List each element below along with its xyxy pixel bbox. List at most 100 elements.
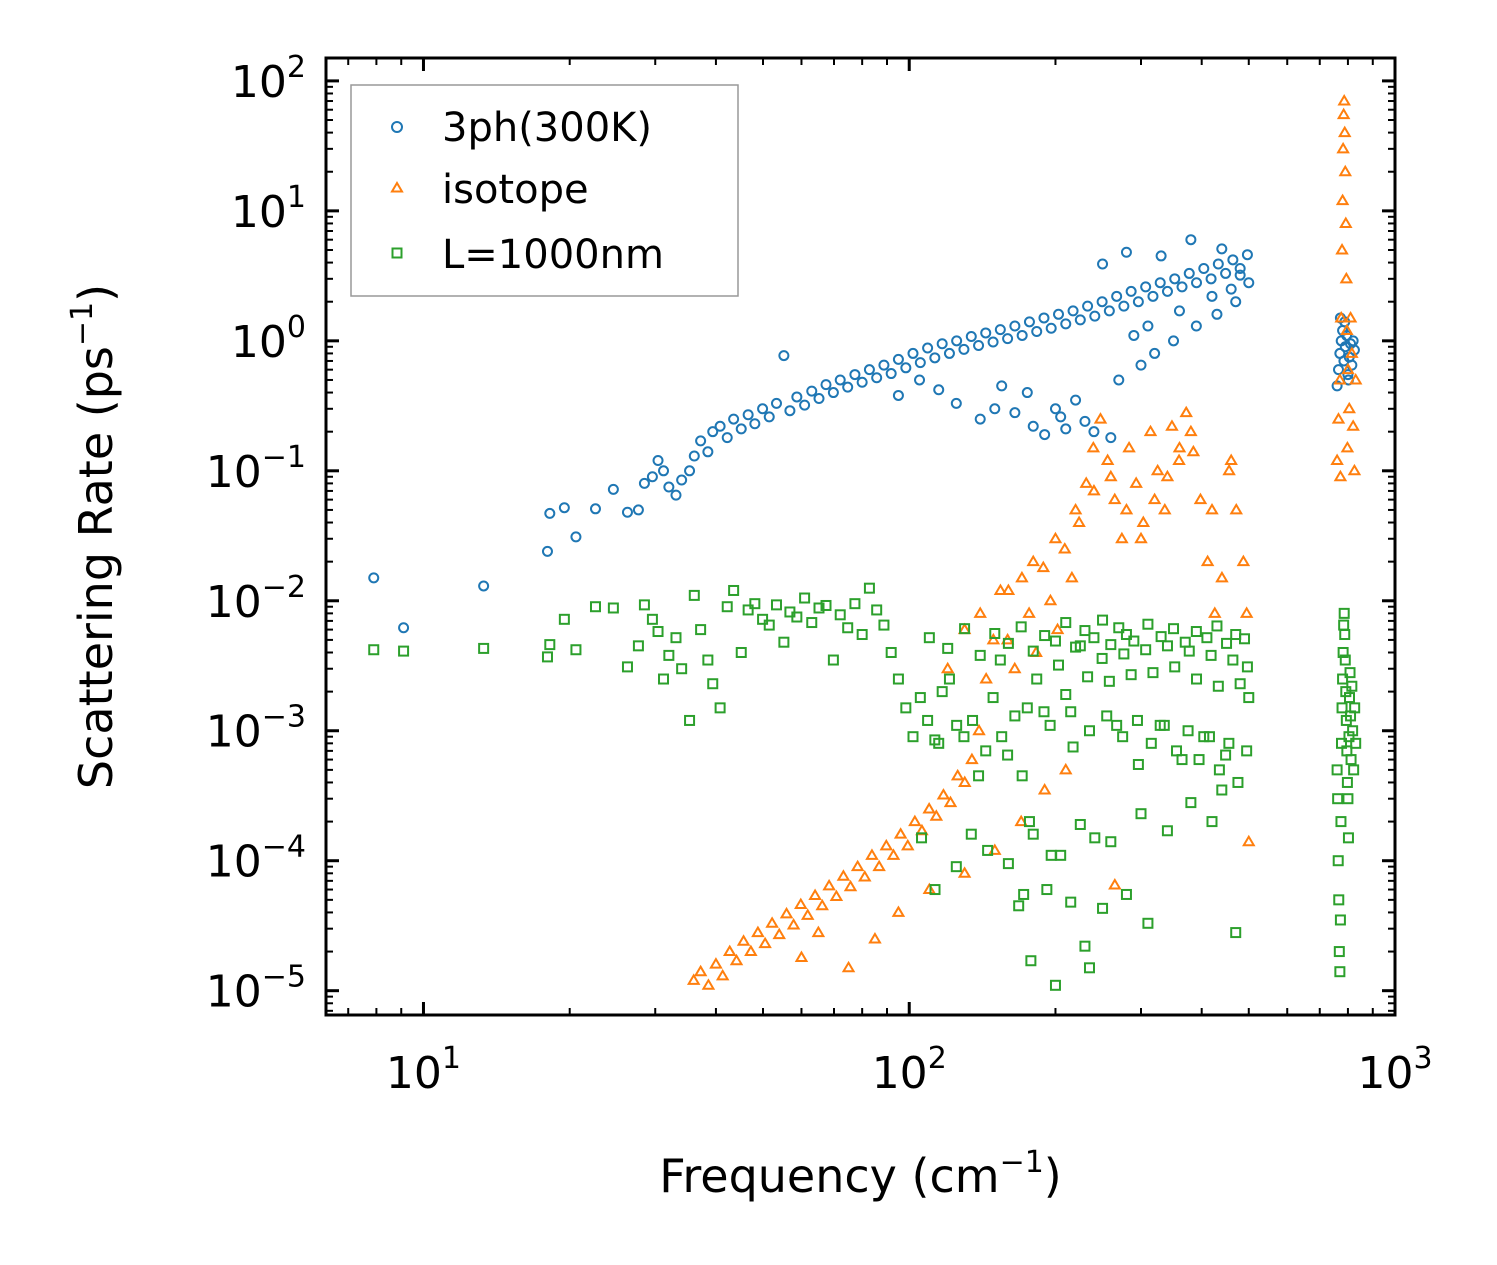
- point-square-2-79: [1118, 648, 1130, 660]
- point-square-2-162: [1002, 858, 1014, 870]
- point-square-2-29: [757, 613, 769, 625]
- point-square-2-94: [1227, 654, 1239, 666]
- point-circle-0-40: [834, 374, 846, 386]
- point-triangle-1-118: [1337, 125, 1352, 138]
- point-circle-0-18: [684, 465, 696, 477]
- point-circle-0-99: [1216, 243, 1228, 255]
- point-square-2-166: [1105, 836, 1117, 848]
- point-circle-0-43: [856, 376, 868, 388]
- point-square-2-188: [1339, 654, 1351, 666]
- point-square-2-182: [1336, 702, 1348, 714]
- point-square-2-107: [1049, 635, 1061, 647]
- point-triangle-1-124: [1342, 401, 1356, 414]
- point-circle-0-29: [757, 403, 769, 415]
- point-circle-0-124: [1190, 320, 1202, 332]
- point-circle-0-101: [1155, 250, 1167, 262]
- point-square-2-165: [1074, 818, 1086, 830]
- point-triangle-1-13: [779, 906, 794, 919]
- point-square-2-99: [942, 642, 954, 654]
- point-triangle-1-103: [957, 866, 972, 878]
- point-square-2-82: [1140, 644, 1152, 656]
- point-square-2-137: [1145, 737, 1157, 749]
- point-triangle-1-14: [786, 918, 801, 930]
- point-square-2-126: [1239, 633, 1251, 645]
- point-triangle-1-39: [965, 752, 979, 765]
- point-triangle-1-85: [1048, 531, 1063, 544]
- point-square-2-149: [1025, 955, 1037, 967]
- point-circle-0-10: [632, 504, 644, 516]
- point-triangle-1-43: [993, 583, 1008, 595]
- y-tick-label: 10−3: [206, 700, 306, 758]
- point-square-2-89: [1191, 673, 1203, 685]
- point-square-2-72: [1067, 741, 1079, 753]
- point-triangle-1-47: [1022, 606, 1036, 618]
- point-circle-0-104: [1009, 407, 1021, 419]
- point-circle-0-22: [707, 426, 719, 438]
- point-square-2-12: [646, 613, 658, 625]
- point-square-2-46: [878, 619, 890, 631]
- point-square-2-114: [1113, 622, 1125, 634]
- point-square-2-77: [1103, 675, 1115, 687]
- point-triangle-1-77: [1236, 554, 1251, 567]
- point-circle-0-42: [849, 369, 861, 381]
- point-circle-0-116: [950, 397, 962, 409]
- point-square-2-168: [1161, 825, 1173, 837]
- point-circle-0-126: [1230, 296, 1242, 308]
- point-square-2-35: [799, 592, 811, 604]
- point-square-2-95: [1234, 678, 1246, 690]
- point-triangle-1-17: [808, 888, 822, 900]
- point-square-2-59: [973, 770, 985, 782]
- point-square-2-145: [1232, 776, 1244, 788]
- point-circle-0-96: [1241, 249, 1253, 261]
- point-square-2-111: [1088, 632, 1100, 644]
- point-square-2-196: [1344, 692, 1356, 704]
- point-square-2-104: [1015, 621, 1027, 633]
- point-square-2-120: [1179, 636, 1191, 648]
- point-circle-0-17: [676, 474, 688, 486]
- point-triangle-1-21: [836, 869, 851, 881]
- point-circle-0-54: [936, 338, 948, 350]
- point-circle-0-56: [951, 335, 963, 347]
- point-square-2-122: [1201, 632, 1213, 644]
- point-circle-0-72: [1067, 305, 1079, 317]
- point-square-2-30: [763, 619, 775, 631]
- point-square-2-134: [1101, 710, 1113, 722]
- point-circle-0-75: [1089, 310, 1101, 322]
- point-triangle-1-126: [1345, 346, 1359, 358]
- point-square-2-43: [856, 629, 868, 641]
- point-square-2-116: [1128, 635, 1140, 647]
- point-triangle-1-74: [1215, 570, 1229, 583]
- point-square-2-39: [827, 654, 839, 666]
- point-triangle-1-16: [800, 908, 815, 920]
- point-square-2-136: [1131, 714, 1143, 726]
- point-square-2-200: [1346, 680, 1358, 692]
- point-circle-0-52: [922, 342, 934, 354]
- point-circle-0-67: [1031, 325, 1043, 337]
- point-circle-0-91: [1205, 273, 1217, 285]
- point-square-2-202: [1348, 764, 1360, 776]
- point-square-2-76: [1096, 652, 1108, 664]
- point-square-2-3: [541, 651, 553, 663]
- point-circle-0-110: [1021, 387, 1033, 399]
- point-square-2-140: [1182, 725, 1194, 737]
- point-square-2-177: [1333, 946, 1345, 958]
- point-circle-0-70: [1053, 308, 1065, 320]
- point-square-2-27: [742, 604, 754, 616]
- point-square-2-62: [994, 654, 1006, 666]
- point-circle-0-68: [1038, 312, 1050, 324]
- point-circle-0-53: [929, 352, 941, 364]
- point-triangle-1-0: [686, 973, 701, 985]
- legend-marker-square: [391, 247, 403, 259]
- point-triangle-1-5: [722, 944, 737, 957]
- point-circle-0-74: [1082, 300, 1094, 312]
- y-tick-label: 102: [231, 50, 306, 108]
- x-tick-label: 103: [1357, 1041, 1432, 1099]
- point-square-2-101: [974, 649, 986, 661]
- point-square-2-97: [1243, 692, 1255, 704]
- point-square-2-159: [929, 884, 941, 896]
- point-square-2-7: [589, 601, 601, 613]
- point-square-2-21: [702, 654, 714, 666]
- point-circle-0-66: [1023, 316, 1035, 328]
- point-square-2-151: [1049, 979, 1061, 991]
